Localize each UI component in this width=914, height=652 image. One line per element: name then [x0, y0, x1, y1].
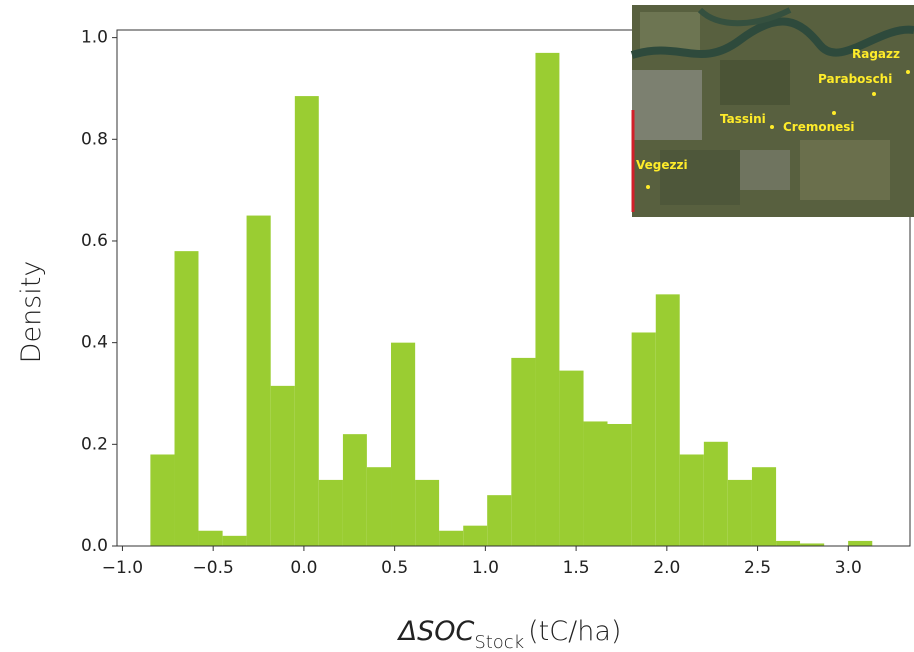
histogram-bar — [271, 386, 295, 546]
histogram-bar — [415, 480, 439, 546]
y-tick-label: 0.6 — [81, 231, 108, 251]
x-tick-label: −1.0 — [102, 558, 143, 578]
x-tick-label: 3.0 — [835, 558, 862, 578]
map-town — [632, 70, 702, 140]
x-axis-label: ΔSOCStock(tC/ha) — [397, 616, 622, 652]
x-tick-label: 0.5 — [381, 558, 408, 578]
map-label: Tassini — [720, 112, 766, 126]
histogram-bar — [150, 454, 174, 546]
x-tick-label: 1.5 — [563, 558, 590, 578]
x-label-unit: (tC/ha) — [528, 616, 621, 647]
histogram-bar — [463, 526, 487, 546]
histogram-bar — [247, 216, 271, 546]
map-dot — [832, 111, 836, 115]
histogram-bar — [535, 53, 559, 546]
x-tick-label: −0.5 — [193, 558, 234, 578]
histogram-bar — [704, 442, 728, 546]
histogram-bar — [511, 358, 535, 546]
histogram-bar — [607, 424, 631, 546]
inset-map: Ragazz Paraboschi Tassini Cremonesi Vege… — [632, 5, 914, 217]
y-tick-label: 0.0 — [81, 536, 108, 556]
map-dot — [646, 185, 650, 189]
histogram-bar — [656, 294, 680, 546]
histogram-bar — [584, 421, 608, 546]
y-tick-label: 1.0 — [81, 28, 108, 48]
histogram-bar — [439, 531, 463, 546]
histogram-bar — [295, 96, 319, 546]
histogram-bar — [391, 343, 415, 546]
x-label-sub: Stock — [474, 632, 524, 652]
histogram-bar — [367, 467, 391, 546]
y-axis-label: Density — [16, 261, 47, 364]
histogram-bar — [752, 467, 776, 546]
histogram-bar — [198, 531, 222, 546]
x-tick-label: 0.0 — [290, 558, 317, 578]
histogram-bar — [848, 541, 872, 546]
y-tick-label: 0.4 — [81, 333, 108, 353]
histogram-bar — [728, 480, 752, 546]
x-label-main: ΔSOC — [397, 616, 475, 647]
histogram-bar — [680, 454, 704, 546]
histogram-bar — [319, 480, 343, 546]
map-label: Cremonesi — [783, 120, 855, 134]
x-tick-label: 1.0 — [472, 558, 499, 578]
histogram-bar — [223, 536, 247, 546]
histogram-bar — [175, 251, 199, 546]
map-label: Ragazz — [852, 47, 900, 61]
histogram-bar — [776, 541, 800, 546]
chart: Density ΔSOCStock(tC/ha) 0.0 0.2 0.4 0.6 0.8… — [0, 0, 914, 652]
x-tick-label: 2.5 — [744, 558, 771, 578]
map-dot — [770, 125, 774, 129]
histogram-bar — [632, 332, 656, 546]
map-field — [720, 60, 790, 105]
map-label: Vegezzi — [636, 158, 688, 172]
map-label: Paraboschi — [818, 72, 892, 86]
map-field — [640, 12, 700, 52]
map-field — [800, 140, 890, 200]
histogram-bar — [559, 371, 583, 546]
map-town — [740, 150, 790, 190]
x-tick-label: 2.0 — [653, 558, 680, 578]
map-dot — [906, 70, 910, 74]
y-tick-label: 0.2 — [81, 434, 108, 454]
map-dot — [872, 92, 876, 96]
y-tick-label: 0.8 — [81, 129, 108, 149]
histogram-bar — [487, 495, 511, 546]
histogram-bar — [343, 434, 367, 546]
